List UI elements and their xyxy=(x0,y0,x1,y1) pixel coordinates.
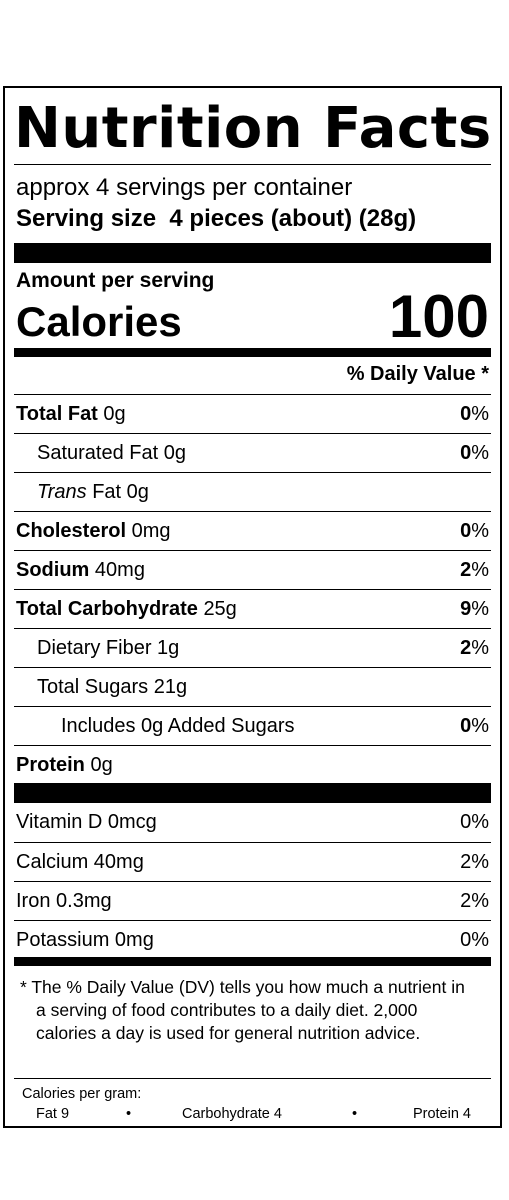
daily-value-header: % Daily Value * xyxy=(346,363,489,385)
nutrient-daily-value: 2% xyxy=(460,559,489,581)
nutrient-daily-value: 0% xyxy=(460,715,489,737)
nutrient-daily-value: 0% xyxy=(460,520,489,542)
vitamin-row: Iron 0.3mg 2% xyxy=(14,881,491,920)
servings-per-container: approx 4 servings per container xyxy=(16,174,353,201)
nutrient-name: Sodium 40mg xyxy=(16,559,145,581)
amount-per-serving: Amount per serving xyxy=(16,269,215,292)
cpg-bullet-2: • xyxy=(352,1106,358,1122)
cpg-bullet-1: • xyxy=(126,1106,132,1122)
cpg-fat: Fat 9 xyxy=(36,1106,70,1122)
nutrient-row: Total Sugars 21g xyxy=(14,667,491,706)
nutrient-name: Total Carbohydrate 25g xyxy=(16,598,237,620)
vitamin-name: Iron 0.3mg xyxy=(16,890,112,912)
thick-divider-serving xyxy=(14,243,491,263)
vitamin-row: Potassium 0mg 0% xyxy=(14,920,491,959)
vitamin-daily-value: 2% xyxy=(460,851,489,873)
nutrient-name: Cholesterol 0mg xyxy=(16,520,171,542)
daily-value-footnote: * The % Daily Value (DV) tells you how m… xyxy=(20,977,465,1043)
vitamin-name: Calcium 40mg xyxy=(16,851,144,873)
title-divider xyxy=(14,164,491,165)
vitamin-row: Vitamin D 0mcg 0% xyxy=(14,803,491,841)
nutrient-name: Trans Fat 0g xyxy=(37,481,149,503)
serving-size: Serving size 4 pieces (about) (28g) xyxy=(16,205,489,233)
cpg-protein: Protein 4 xyxy=(412,1106,471,1122)
vitamin-name: Vitamin D 0mcg xyxy=(16,811,157,833)
nutrient-name: Total Sugars 21g xyxy=(37,676,188,698)
medium-divider-footnote xyxy=(14,957,491,966)
vitamin-daily-value: 0% xyxy=(460,929,489,951)
footnote-divider xyxy=(14,1078,491,1079)
calories-value: 100 xyxy=(388,283,489,350)
calories-label: Calories xyxy=(16,298,182,345)
nutrient-row: Trans Fat 0g xyxy=(14,472,491,511)
vitamin-daily-value: 0% xyxy=(460,811,489,833)
medium-divider-calories xyxy=(14,348,491,357)
vitamin-daily-value: 2% xyxy=(460,890,489,912)
nutrient-row: Cholesterol 0mg 0% xyxy=(14,511,491,550)
nutrient-daily-value: 2% xyxy=(460,637,489,659)
thick-divider-vitamins xyxy=(14,783,491,803)
nutrient-daily-value: 0% xyxy=(460,442,489,464)
vitamin-row: Calcium 40mg 2% xyxy=(14,842,491,881)
calories-per-gram-heading: Calories per gram: xyxy=(22,1086,142,1102)
nutrient-row: Total Carbohydrate 25g 9% xyxy=(14,589,491,628)
nutrient-name: Dietary Fiber 1g xyxy=(37,637,180,659)
nutrient-row: Protein 0g xyxy=(14,745,491,784)
nutrient-row: Includes 0g Added Sugars 0% xyxy=(14,706,491,745)
nutrient-name: Protein 0g xyxy=(16,754,113,776)
nutrient-row: Total Fat 0g 0% xyxy=(14,394,491,433)
nutrient-row: Saturated Fat 0g 0% xyxy=(14,433,491,472)
nutrient-daily-value: 0% xyxy=(460,403,489,425)
vitamin-name: Potassium 0mg xyxy=(16,929,154,951)
nutrient-row: Dietary Fiber 1g 2% xyxy=(14,628,491,667)
serving-size-value: 4 pieces (about) (28g) xyxy=(169,205,417,232)
nutrient-row: Sodium 40mg 2% xyxy=(14,550,491,589)
nutrition-facts-panel: Nutrition Facts approx 4 servings per co… xyxy=(3,86,502,1128)
nutrient-name: Includes 0g Added Sugars xyxy=(61,715,295,737)
nutrient-name: Total Fat 0g xyxy=(16,403,126,425)
nutrient-name: Saturated Fat 0g xyxy=(37,442,186,464)
cpg-carbohydrate: Carbohydrate 4 xyxy=(182,1106,282,1122)
serving-size-label: Serving size xyxy=(16,205,157,232)
nutrient-daily-value: 9% xyxy=(460,598,489,620)
panel-title: Nutrition Facts xyxy=(14,96,492,161)
